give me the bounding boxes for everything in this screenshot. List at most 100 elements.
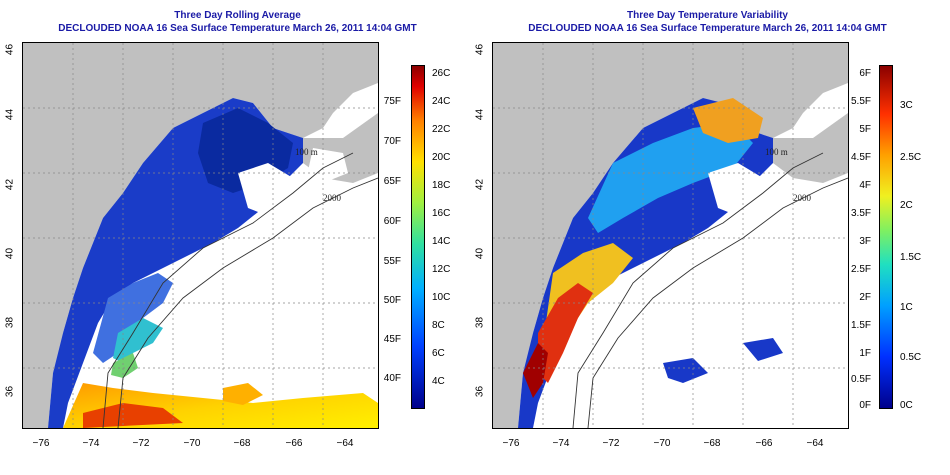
cb-f-label: 65F (383, 176, 401, 187)
x-tick: −64 (806, 438, 824, 449)
y-tick: 46 (474, 43, 486, 56)
green-patch (111, 353, 138, 378)
cloud-gap (238, 163, 298, 218)
cb-f-label: 5F (859, 124, 871, 135)
cb-c-label: 8C (432, 320, 445, 331)
left-sst-map: 100 m 2000 (22, 42, 379, 429)
cb-c-label: 14C (432, 236, 451, 247)
cb-c-label: 16C (432, 208, 451, 219)
cb-f-label: 75F (383, 96, 401, 107)
cb-f-label: 50F (383, 295, 401, 306)
x-tick: −72 (132, 438, 150, 449)
y-tick: 40 (4, 247, 16, 260)
land-mass (23, 43, 378, 428)
graticule (23, 43, 378, 428)
cb-c-label: 26C (432, 68, 451, 79)
right-panel: Three Day Temperature Variability DECLOU… (470, 0, 945, 475)
left-subtitle: DECLOUDED NOAA 16 Sea Surface Temperatur… (58, 23, 417, 34)
offshore-scatter-2 (743, 338, 783, 361)
cb-c-label: 24C (432, 96, 451, 107)
cb-f-label: 40F (383, 373, 401, 384)
contour-100m (102, 152, 354, 428)
x-tick: −74 (552, 438, 570, 449)
cb-f-label: 5.5F (850, 96, 871, 107)
cb-f-label: 2.5F (850, 264, 871, 275)
x-tick: −76 (502, 438, 520, 449)
x-tick: −76 (32, 438, 50, 449)
right-title: Three Day Temperature Variability (627, 10, 788, 21)
cb-c-label: 1C (900, 302, 913, 313)
y-tick: 38 (474, 316, 486, 329)
high-variability (538, 283, 593, 383)
offshore-scatter (663, 358, 708, 383)
cb-f-label: 60F (383, 216, 401, 227)
contour-label-2000: 2000 (323, 193, 342, 203)
y-tick: 42 (4, 178, 16, 191)
y-tick: 40 (474, 247, 486, 260)
left-panel: Three Day Rolling Average DECLOUDED NOAA… (4, 10, 451, 449)
cb-c-label: 10C (432, 292, 451, 303)
land-mass (493, 43, 848, 428)
contour-label-100m: 100 m (765, 147, 788, 157)
x-tick: −68 (703, 438, 721, 449)
cb-c-label: 22C (432, 124, 451, 135)
x-tick: −74 (82, 438, 100, 449)
cb-f-label: 6F (859, 68, 871, 79)
mid-shelf-water (93, 273, 173, 363)
cb-f-label: 0F (859, 400, 871, 411)
cb-f-label: 1.5F (850, 320, 871, 331)
cb-c-label: 2.5C (900, 152, 922, 163)
cb-f-label: 4.5F (850, 152, 871, 163)
y-tick: 36 (4, 385, 16, 398)
left-title: Three Day Rolling Average (174, 10, 301, 21)
graticule (493, 43, 848, 428)
contour-2000m (117, 177, 378, 428)
cb-c-label: 6C (432, 348, 445, 359)
medium-variability (588, 123, 753, 233)
y-tick: 44 (474, 108, 486, 121)
cb-c-label: 18C (432, 180, 451, 191)
cb-f-label: 70F (383, 136, 401, 147)
x-tick: −70 (183, 438, 201, 449)
x-tick: −72 (602, 438, 620, 449)
gom-variability (693, 98, 763, 143)
right-variability-map: 100 m 2000 (492, 42, 849, 429)
cb-c-label: 3C (900, 100, 913, 111)
x-tick: −70 (653, 438, 671, 449)
cb-f-label: 1F (859, 348, 871, 359)
right-subtitle: DECLOUDED NOAA 16 Sea Surface Temperatur… (528, 23, 887, 34)
cb-c-label: 1.5C (900, 252, 922, 263)
right-colorbar (879, 65, 893, 409)
cb-f-label: 55F (383, 256, 401, 267)
x-tick: −64 (336, 438, 354, 449)
cb-f-label: 2F (859, 292, 871, 303)
cb-c-label: 20C (432, 152, 451, 163)
x-tick: −68 (233, 438, 251, 449)
cb-f-label: 4F (859, 180, 871, 191)
left-colorbar (411, 65, 425, 409)
contour-100m (572, 152, 824, 428)
warm-eddy (223, 383, 263, 405)
cb-c-label: 0.5C (900, 352, 922, 363)
y-tick: 44 (4, 108, 16, 121)
contour-label-100m: 100 m (295, 147, 318, 157)
peak-variability (523, 343, 548, 398)
x-tick: −66 (285, 438, 303, 449)
nova-scotia-land (773, 113, 848, 183)
cloud-gap (708, 163, 768, 218)
low-variability (518, 98, 773, 428)
cb-c-label: 12C (432, 264, 451, 275)
cb-f-label: 3.5F (850, 208, 871, 219)
cb-c-label: 0C (900, 400, 913, 411)
cb-c-label: 2C (900, 200, 913, 211)
contour-2000m (587, 177, 848, 428)
contour-label-2000: 2000 (793, 193, 812, 203)
y-tick: 38 (4, 316, 16, 329)
cb-f-label: 3F (859, 236, 871, 247)
y-tick: 36 (474, 385, 486, 398)
warm-core (83, 403, 183, 428)
slope-water (113, 318, 163, 363)
cb-c-label: 4C (432, 376, 445, 387)
cb-f-label: 0.5F (850, 374, 871, 385)
y-tick: 42 (474, 178, 486, 191)
